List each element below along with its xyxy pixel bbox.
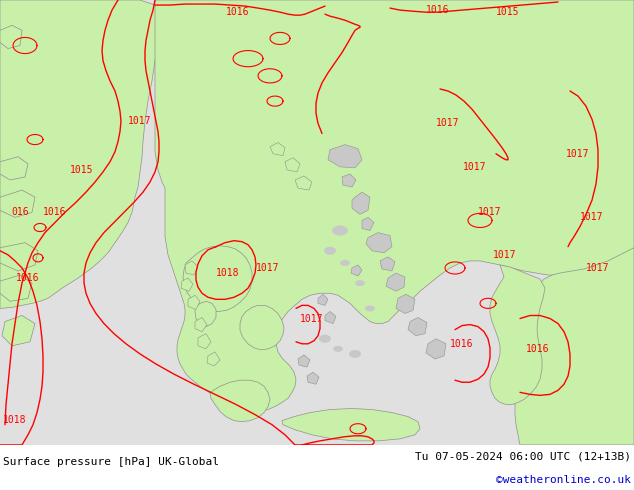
Polygon shape [307, 372, 319, 384]
Polygon shape [332, 225, 348, 236]
Polygon shape [270, 143, 285, 156]
Text: 1017: 1017 [566, 148, 590, 159]
Text: 1017: 1017 [493, 250, 517, 260]
Polygon shape [340, 260, 350, 266]
Polygon shape [324, 247, 336, 255]
Polygon shape [362, 218, 374, 231]
Text: 1016: 1016 [450, 339, 474, 349]
Text: 1017: 1017 [478, 207, 501, 218]
Polygon shape [188, 295, 200, 309]
Polygon shape [0, 190, 35, 218]
Polygon shape [240, 305, 284, 350]
Text: 1016: 1016 [43, 207, 67, 218]
Polygon shape [515, 248, 634, 445]
Text: 1018: 1018 [216, 268, 240, 278]
Polygon shape [352, 192, 370, 214]
Polygon shape [185, 261, 198, 275]
Text: 1016: 1016 [426, 5, 450, 15]
Polygon shape [490, 265, 545, 404]
Polygon shape [408, 318, 427, 336]
Polygon shape [282, 409, 420, 441]
Polygon shape [0, 0, 160, 308]
Polygon shape [183, 245, 252, 312]
Text: 1017: 1017 [580, 212, 604, 222]
Polygon shape [0, 275, 32, 301]
Polygon shape [0, 157, 28, 180]
Polygon shape [181, 278, 193, 291]
Polygon shape [2, 316, 35, 346]
Text: Surface pressure [hPa] UK-Global: Surface pressure [hPa] UK-Global [3, 457, 219, 467]
Polygon shape [328, 145, 362, 168]
Polygon shape [319, 335, 331, 343]
Text: 1017: 1017 [128, 116, 152, 126]
Text: 1016: 1016 [226, 7, 250, 17]
Polygon shape [198, 334, 211, 349]
Polygon shape [380, 257, 395, 271]
Polygon shape [195, 318, 207, 332]
Polygon shape [366, 233, 392, 253]
Text: 1015: 1015 [496, 7, 520, 17]
Polygon shape [210, 380, 270, 422]
Text: 1017: 1017 [256, 263, 280, 273]
Polygon shape [298, 355, 310, 367]
Polygon shape [386, 273, 405, 291]
Polygon shape [195, 301, 216, 327]
Polygon shape [325, 312, 336, 323]
Text: ©weatheronline.co.uk: ©weatheronline.co.uk [496, 475, 631, 485]
Polygon shape [342, 174, 356, 187]
Text: 1016: 1016 [16, 273, 40, 283]
Polygon shape [155, 0, 634, 413]
Text: Tu 07-05-2024 06:00 UTC (12+13B): Tu 07-05-2024 06:00 UTC (12+13B) [415, 451, 631, 461]
Polygon shape [355, 280, 365, 286]
Text: 1018: 1018 [3, 415, 27, 425]
Text: 1016: 1016 [526, 344, 550, 354]
Text: 1017: 1017 [586, 263, 610, 273]
Polygon shape [349, 350, 361, 358]
Text: 1015: 1015 [70, 165, 94, 175]
Polygon shape [396, 294, 415, 314]
Text: 1017: 1017 [301, 314, 324, 323]
Polygon shape [365, 305, 375, 312]
Polygon shape [351, 265, 362, 276]
Polygon shape [285, 158, 300, 172]
Polygon shape [318, 294, 328, 305]
Polygon shape [333, 346, 343, 352]
Polygon shape [0, 243, 38, 271]
Polygon shape [426, 339, 446, 359]
Polygon shape [0, 25, 22, 49]
Text: 016: 016 [11, 207, 29, 218]
Text: 1017: 1017 [436, 119, 460, 128]
Polygon shape [207, 352, 220, 366]
Polygon shape [295, 176, 312, 190]
Text: 1017: 1017 [463, 162, 487, 172]
